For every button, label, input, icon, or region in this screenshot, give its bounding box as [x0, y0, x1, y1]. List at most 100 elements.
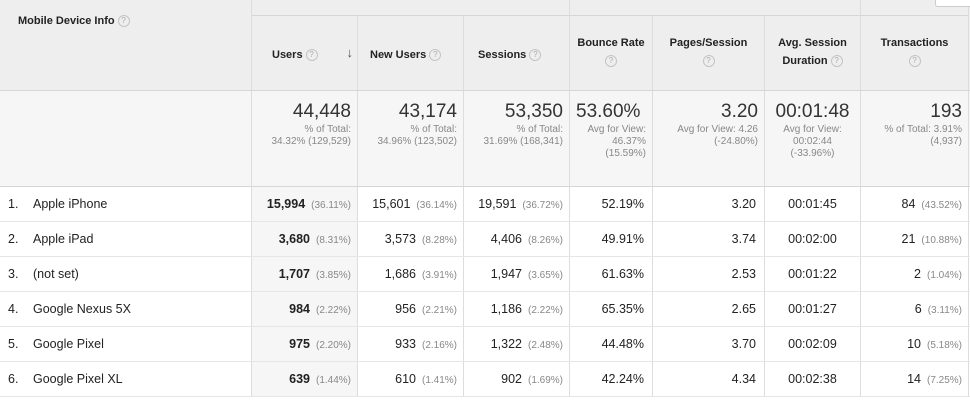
totals-row: 44,448 % of Total: 34.32% (129,529) 43,1…	[0, 91, 970, 187]
table-row: 5. Google Pixel 975 (2.20%) 933 (2.16%) 1,…	[0, 327, 970, 362]
pages-session-cell: 4.34	[653, 362, 765, 396]
row-index: 6.	[8, 372, 19, 386]
transactions-percent: (3.11%)	[927, 305, 962, 316]
new-users-value: 956	[395, 302, 416, 316]
bounce-rate-cell: 52.19%	[570, 187, 653, 221]
sessions-header[interactable]: Sessions ?	[464, 16, 570, 90]
device-name-link[interactable]: (not set)	[33, 267, 79, 281]
new-users-percent: (1.41%)	[421, 375, 457, 386]
new-users-cell: 3,573 (8.28%)	[358, 222, 464, 256]
device-name-link[interactable]: Google Nexus 5X	[33, 302, 131, 316]
device-name-link[interactable]: Google Pixel XL	[33, 372, 123, 386]
new-users-value: 610	[395, 372, 416, 386]
new-users-percent: (8.28%)	[421, 235, 457, 246]
users-value: 639	[289, 372, 310, 386]
total-bounce-rate-delta: (15.59%)	[605, 148, 646, 159]
avg-session-value: 00:01:45	[788, 197, 837, 211]
sessions-header-label: Sessions	[478, 49, 527, 61]
total-avg-session-label: Avg for View:	[783, 124, 842, 135]
pages-session-cell: 2.53	[653, 257, 765, 291]
pages-session-cell: 3.70	[653, 327, 765, 361]
table-row: 6. Google Pixel XL 639 (1.44%) 610 (1.41%)…	[0, 362, 970, 397]
new-users-percent: (3.91%)	[421, 270, 457, 281]
help-icon[interactable]: ?	[429, 49, 442, 62]
total-bounce-rate-value: 53.60%	[576, 101, 641, 122]
transactions-percent: (5.18%)	[926, 340, 962, 351]
avg-session-value: 00:02:09	[788, 337, 837, 351]
avg-session-value: 00:01:22	[788, 267, 837, 281]
total-transactions-value: 193	[930, 101, 962, 122]
device-name-link[interactable]: Apple iPad	[33, 232, 94, 246]
sessions-value: 4,406	[490, 232, 522, 246]
device-name-link[interactable]: Apple iPhone	[33, 197, 108, 211]
help-icon[interactable]: ?	[529, 49, 542, 62]
help-icon[interactable]: ?	[830, 55, 843, 68]
transactions-cell: 84 (43.52%)	[861, 187, 969, 221]
transactions-value: 84	[901, 197, 916, 211]
avg-session-header-line1: Avg. Session	[778, 37, 847, 49]
avg-session-duration-header[interactable]: Avg. Session Duration ?	[765, 16, 861, 90]
total-new-users-value: 43,174	[398, 101, 457, 122]
column-group-strip	[0, 0, 970, 16]
total-bounce-rate-avg: 46.37%	[612, 136, 646, 147]
new-users-percent: (2.21%)	[421, 305, 457, 316]
pages-session-header-label: Pages/Session	[669, 37, 748, 49]
avg-session-header-line2: Duration	[782, 55, 828, 67]
users-header[interactable]: Users ? ↓	[252, 16, 358, 90]
total-users-value: 44,448	[292, 101, 351, 122]
totals-new-users: 43,174 % of Total: 34.96% (123,502)	[358, 91, 464, 186]
users-percent: (8.31%)	[315, 235, 351, 246]
pages-session-value: 4.34	[731, 372, 756, 386]
new-users-header[interactable]: New Users ?	[358, 16, 464, 90]
bounce-rate-header[interactable]: Bounce Rate ?	[570, 16, 653, 90]
table-row: 4. Google Nexus 5X 984 (2.22%) 956 (2.21%)…	[0, 292, 970, 327]
sessions-percent: (36.72%)	[522, 200, 563, 211]
bounce-rate-value: 42.24%	[601, 372, 644, 386]
help-icon[interactable]: ?	[605, 55, 617, 68]
total-sessions-value: 53,350	[504, 101, 563, 122]
total-pages-session-avg: Avg for View: 4.26	[677, 124, 758, 135]
avg-session-cell: 00:02:38	[765, 362, 861, 396]
transactions-value: 6	[914, 302, 922, 316]
bounce-rate-cell: 44.48%	[570, 327, 653, 361]
bounce-rate-value: 61.63%	[601, 267, 644, 281]
help-icon[interactable]: ?	[908, 55, 921, 68]
new-users-value: 3,573	[384, 232, 416, 246]
pages-session-header[interactable]: Pages/Session ?	[653, 16, 765, 90]
device-name-link[interactable]: Google Pixel	[33, 337, 104, 351]
dimension-cell: 2. Apple iPad	[0, 222, 252, 256]
help-icon[interactable]: ?	[305, 49, 318, 62]
dimension-cell: 6. Google Pixel XL	[0, 362, 252, 396]
totals-avg-session-duration: 00:01:48 Avg for View: 00:02:44 (-33.96%…	[765, 91, 861, 186]
total-avg-session-avg: 00:02:44	[793, 136, 832, 147]
pages-session-value: 2.53	[731, 267, 756, 281]
users-percent: (2.20%)	[315, 340, 351, 351]
transactions-cell: 2 (1.04%)	[861, 257, 969, 291]
pages-session-value: 3.20	[731, 197, 756, 211]
avg-session-cell: 00:01:22	[765, 257, 861, 291]
toolbar-control[interactable]	[935, 0, 970, 7]
totals-dimension-cell	[0, 91, 252, 186]
sort-descending-icon[interactable]: ↓	[346, 45, 354, 60]
transactions-value: 2	[914, 267, 921, 281]
totals-pages-session: 3.20 Avg for View: 4.26 (-24.80%)	[653, 91, 765, 186]
group-acquisition	[252, 0, 570, 16]
table-row: 1. Apple iPhone 15,994 (36.11%) 15,601 (36…	[0, 187, 970, 222]
sessions-percent: (2.22%)	[527, 305, 563, 316]
row-index: 1.	[8, 197, 19, 211]
total-bounce-rate-label: Avg for View:	[587, 124, 646, 135]
totals-users: 44,448 % of Total: 34.32% (129,529)	[252, 91, 358, 186]
total-sessions-share: 31.69% (168,341)	[483, 136, 563, 147]
transactions-header[interactable]: Transactions ?	[861, 16, 969, 90]
help-icon[interactable]: ?	[117, 15, 130, 28]
users-percent: (3.85%)	[315, 270, 351, 281]
bounce-rate-cell: 42.24%	[570, 362, 653, 396]
row-index: 3.	[8, 267, 19, 281]
pages-session-value: 3.74	[731, 232, 756, 246]
totals-bounce-rate: 53.60% Avg for View: 46.37% (15.59%)	[570, 91, 653, 186]
help-icon[interactable]: ?	[702, 55, 715, 68]
bounce-rate-value: 44.48%	[601, 337, 644, 351]
row-index: 2.	[8, 232, 19, 246]
dimension-header[interactable]: Mobile Device Info ?	[0, 15, 252, 90]
sessions-cell: 19,591 (36.72%)	[464, 187, 570, 221]
